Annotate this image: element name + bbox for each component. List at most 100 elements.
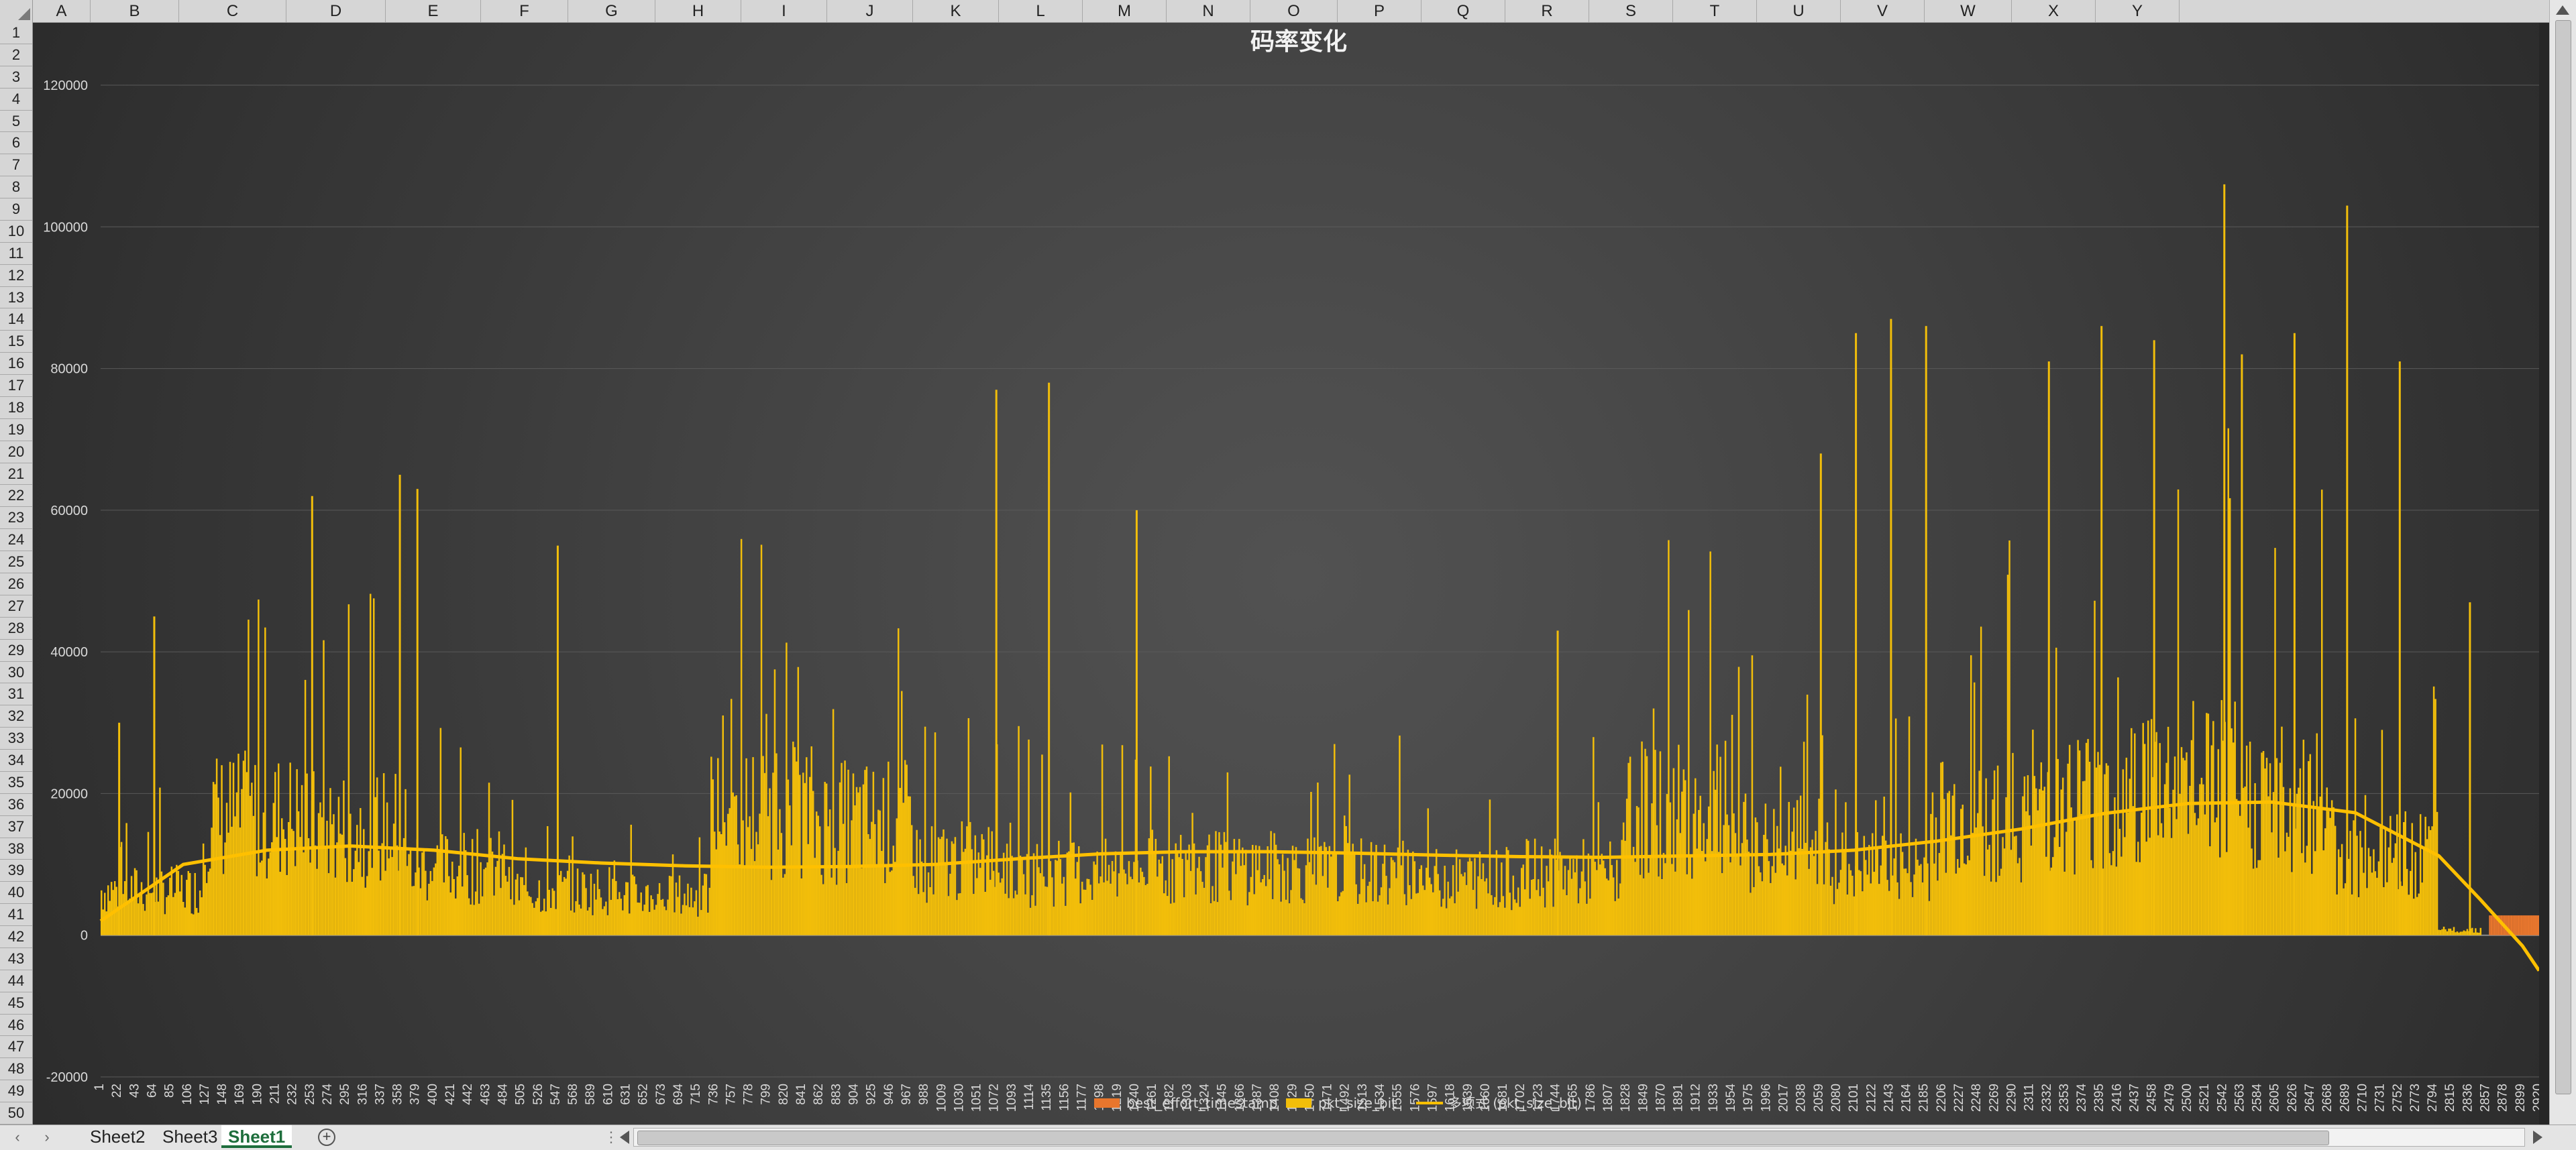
column-header-k[interactable]: K [913, 0, 999, 22]
select-all-corner[interactable] [0, 0, 33, 22]
x-tick-label: 2290 [2005, 1084, 2019, 1112]
row-header-8[interactable]: 8 [0, 176, 32, 199]
column-header-w[interactable]: W [1925, 0, 2012, 22]
column-header-j[interactable]: J [827, 0, 913, 22]
row-header-27[interactable]: 27 [0, 595, 32, 618]
column-header-i[interactable]: I [741, 0, 827, 22]
column-header-u[interactable]: U [1757, 0, 1841, 22]
row-header-16[interactable]: 16 [0, 353, 32, 376]
bar-pkt-size [2122, 769, 2125, 935]
row-header-17[interactable]: 17 [0, 375, 32, 397]
row-header-12[interactable]: 12 [0, 265, 32, 287]
row-header-1[interactable]: 1 [0, 22, 32, 44]
chart-area[interactable]: -20000 0 20000 40000 60000 80000 100000 120000 … [33, 23, 2539, 1125]
row-header-43[interactable]: 43 [0, 948, 32, 970]
scroll-left-icon[interactable] [620, 1131, 629, 1144]
row-header-40[interactable]: 40 [0, 882, 32, 905]
column-header-h[interactable]: H [655, 0, 741, 22]
row-header-6[interactable]: 6 [0, 132, 32, 155]
add-sheet-icon[interactable]: + [318, 1129, 335, 1146]
row-header-46[interactable]: 46 [0, 1015, 32, 1037]
sheet-tab-sheet1[interactable]: Sheet1 [221, 1125, 292, 1148]
row-header-25[interactable]: 25 [0, 551, 32, 573]
row-header-13[interactable]: 13 [0, 287, 32, 309]
row-header-29[interactable]: 29 [0, 640, 32, 662]
row-header-47[interactable]: 47 [0, 1036, 32, 1059]
tab-split-handle[interactable]: ⋮ [604, 1129, 619, 1145]
row-header-42[interactable]: 42 [0, 926, 32, 948]
vertical-scroll-thumb[interactable] [2555, 20, 2571, 1094]
row-header-45[interactable]: 45 [0, 992, 32, 1015]
bar-pkt-size [2075, 818, 2078, 935]
column-header-r[interactable]: R [1505, 0, 1589, 22]
row-header-48[interactable]: 48 [0, 1058, 32, 1081]
column-header-x[interactable]: X [2012, 0, 2096, 22]
row-header-9[interactable]: 9 [0, 198, 32, 221]
row-header-31[interactable]: 31 [0, 683, 32, 706]
row-header-34[interactable]: 34 [0, 750, 32, 772]
row-header-2[interactable]: 2 [0, 44, 32, 66]
row-header-21[interactable]: 21 [0, 463, 32, 485]
row-header-23[interactable]: 23 [0, 507, 32, 530]
row-header-36[interactable]: 36 [0, 794, 32, 816]
row-header-15[interactable]: 15 [0, 331, 32, 353]
column-header-v[interactable]: V [1841, 0, 1925, 22]
scroll-right-icon[interactable] [2533, 1131, 2542, 1144]
row-header-33[interactable]: 33 [0, 728, 32, 750]
row-header-26[interactable]: 26 [0, 573, 32, 595]
row-header-49[interactable]: 49 [0, 1080, 32, 1103]
row-header-22[interactable]: 22 [0, 485, 32, 508]
scroll-up-icon[interactable] [2556, 5, 2569, 15]
horizontal-scroll-thumb[interactable] [637, 1131, 2329, 1145]
row-header-20[interactable]: 20 [0, 441, 32, 463]
column-header-p[interactable]: P [1338, 0, 1421, 22]
column-header-b[interactable]: B [91, 0, 179, 22]
row-header-19[interactable]: 19 [0, 419, 32, 441]
column-header-q[interactable]: Q [1421, 0, 1505, 22]
column-header-y[interactable]: Y [2096, 0, 2180, 22]
row-header-10[interactable]: 10 [0, 221, 32, 243]
column-header-s[interactable]: S [1589, 0, 1673, 22]
row-header-18[interactable]: 18 [0, 397, 32, 419]
column-header-n[interactable]: N [1167, 0, 1250, 22]
row-header-30[interactable]: 30 [0, 662, 32, 684]
row-header-7[interactable]: 7 [0, 154, 32, 177]
row-header-14[interactable]: 14 [0, 308, 32, 331]
column-header-m[interactable]: M [1083, 0, 1167, 22]
row-header-35[interactable]: 35 [0, 772, 32, 794]
row-header-24[interactable]: 24 [0, 529, 32, 552]
sheet-tab-sheet3[interactable]: Sheet3 [162, 1127, 218, 1147]
column-header-a[interactable]: A [33, 0, 91, 22]
bar-pkt-size [1839, 870, 1842, 935]
bar-pkt-size [944, 865, 947, 935]
column-header-c[interactable]: C [179, 0, 286, 22]
x-tick-label: 2794 [2426, 1084, 2440, 1112]
row-header-28[interactable]: 28 [0, 618, 32, 640]
sheet-tab-sheet2[interactable]: Sheet2 [90, 1127, 146, 1147]
column-header-d[interactable]: D [286, 0, 386, 22]
column-header-e[interactable]: E [386, 0, 481, 22]
column-header-g[interactable]: G [568, 0, 655, 22]
column-header-f[interactable]: F [481, 0, 568, 22]
row-header-5[interactable]: 5 [0, 111, 32, 133]
next-sheet-icon[interactable]: › [44, 1129, 50, 1145]
column-header-o[interactable]: O [1250, 0, 1338, 22]
column-header-l[interactable]: L [999, 0, 1083, 22]
previous-sheet-icon[interactable]: ‹ [15, 1129, 20, 1145]
row-header-39[interactable]: 39 [0, 860, 32, 882]
row-header-4[interactable]: 4 [0, 89, 32, 111]
bar-pkt-size [177, 870, 180, 935]
row-header-41[interactable]: 41 [0, 904, 32, 927]
row-header-11[interactable]: 11 [0, 243, 32, 265]
row-header-38[interactable]: 38 [0, 838, 32, 860]
row-header-bar [0, 22, 33, 1125]
row-header-44[interactable]: 44 [0, 970, 32, 992]
row-header-37[interactable]: 37 [0, 816, 32, 838]
bar-pkt-size [553, 890, 555, 935]
row-header-3[interactable]: 3 [0, 66, 32, 89]
row-header-32[interactable]: 32 [0, 705, 32, 728]
bar-pkt-size [1492, 905, 1495, 935]
column-header-t[interactable]: T [1673, 0, 1757, 22]
row-header-50[interactable]: 50 [0, 1102, 32, 1125]
vertical-scrollbar[interactable] [2549, 0, 2576, 1125]
